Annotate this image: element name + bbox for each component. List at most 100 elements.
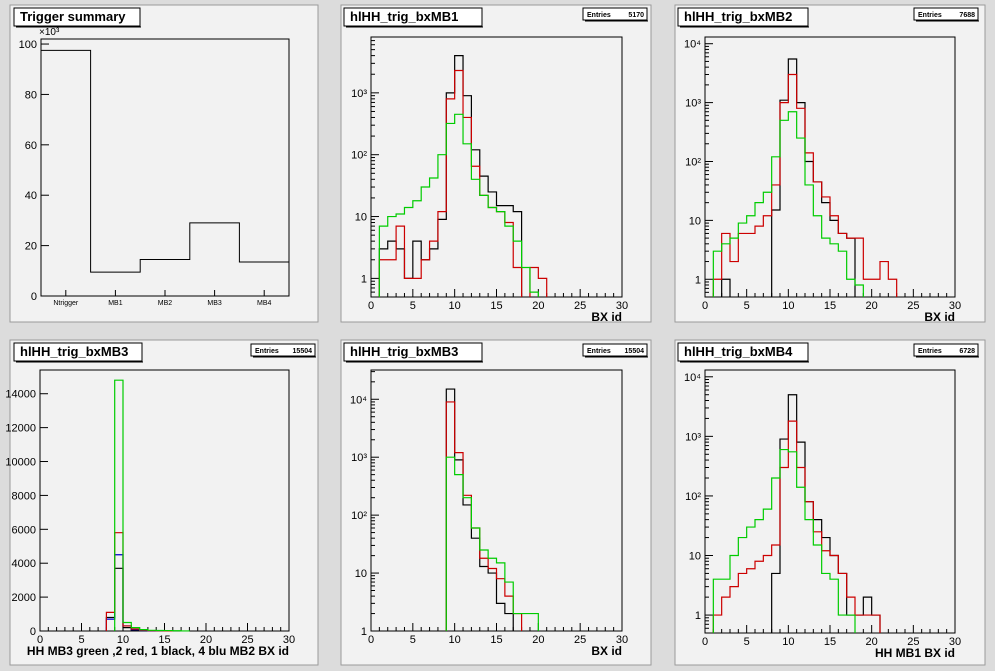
stats-label: Entries: [587, 348, 611, 355]
stats-value: 15504: [625, 348, 645, 355]
stats-box: [250, 343, 316, 357]
y-tick-label: 100: [19, 39, 37, 51]
plot-title: hlHH_trig_bxMB1: [350, 9, 458, 24]
x-tick-label: 15: [490, 300, 502, 312]
plot-title: Trigger summary: [20, 9, 126, 24]
y-tick-label: 10⁴: [684, 372, 701, 384]
x-tick-label: 5: [78, 634, 84, 646]
y-tick-label: 2000: [12, 592, 36, 604]
y-tick-label: 10³: [685, 431, 701, 443]
y-tick-label: 12000: [5, 423, 36, 435]
stats-label: Entries: [255, 348, 279, 355]
x-axis-label: BX id: [591, 310, 622, 324]
stats-value: 5170: [628, 12, 644, 19]
x-tick-label: 20: [866, 636, 878, 648]
y-tick-label: 0: [30, 626, 36, 638]
y-tick-label: 10²: [685, 491, 701, 503]
pad-summary: 0 20 40 60 80 100×10³ Ntrigger MB1 MB2 MB3 MB4 Trig…: [9, 4, 319, 323]
x-tick-label: 15: [824, 636, 836, 648]
y-tick-label: 10⁴: [350, 394, 367, 406]
y-tick-label: 10: [689, 550, 701, 562]
y-tick-label: 60: [25, 140, 37, 152]
x-tick-label: 0: [702, 300, 708, 312]
stats-box: [582, 343, 648, 357]
x-tick-label: 10: [449, 634, 461, 646]
stats-label: Entries: [587, 12, 611, 19]
y-tick-label: 80: [25, 89, 37, 101]
x-tick-label: 25: [241, 634, 253, 646]
x-tick-label: 30: [616, 300, 628, 312]
x-tick-label: 25: [574, 300, 586, 312]
x-axis-label: BX id: [924, 310, 955, 324]
x-tick-label: 30: [949, 636, 961, 648]
x-tick-label: MB1: [108, 300, 123, 307]
stats-box: [582, 7, 648, 21]
stats-box: [913, 7, 979, 21]
plot-area: [704, 369, 956, 634]
plot-title: hlHH_trig_bxMB4: [684, 344, 793, 359]
x-tick-label: 20: [866, 300, 878, 312]
x-tick-label: 0: [368, 300, 374, 312]
x-tick-label: Ntrigger: [53, 300, 79, 307]
stats-value: 7688: [959, 12, 975, 19]
stats-label: Entries: [918, 12, 942, 19]
title-box: [13, 342, 143, 362]
y-tick-label: 10³: [685, 98, 701, 110]
x-tick-label: 5: [744, 636, 750, 648]
x-tick-label: 10: [449, 300, 461, 312]
x-tick-label: 10: [782, 636, 794, 648]
x-tick-label: 25: [907, 636, 919, 648]
y-tick-label: 1: [361, 273, 367, 285]
series-green: [712, 111, 864, 297]
stats-box: [913, 343, 979, 357]
x-tick-label: 5: [410, 634, 416, 646]
pad-mb3lin: 0 2000 4000 6000 8000 10000 12000 14000 0 5 10 15 20…: [5, 339, 319, 666]
x-tick-label: 15: [490, 634, 502, 646]
y-tick-label: 8000: [12, 490, 36, 502]
y-tick-label: 20: [25, 241, 37, 253]
stats-value: 15504: [293, 348, 313, 355]
y-tick-label: 0: [31, 291, 37, 303]
x-axis-label: HH MB3 green ,2 red, 1 black, 4 blu MB2 …: [27, 644, 289, 658]
stats-value: 6728: [959, 348, 975, 355]
x-tick-label: 10: [117, 634, 129, 646]
x-axis-label: HH MB1 BX id: [875, 646, 955, 660]
y-tick-label: 10: [355, 212, 367, 224]
x-tick-label: 5: [410, 300, 416, 312]
plot-title: hlHH_trig_bxMB3: [350, 344, 458, 359]
series-black: [378, 55, 523, 297]
y-tick-label: 10³: [351, 88, 367, 100]
x-tick-label: 0: [368, 634, 374, 646]
y-tick-label: 1: [361, 626, 367, 638]
y-exponent: ×10³: [39, 27, 60, 38]
x-tick-label: 20: [200, 634, 212, 646]
x-tick-label: 20: [532, 634, 544, 646]
x-tick-label: 10: [782, 300, 794, 312]
title-box: [677, 7, 809, 27]
x-tick-label: 15: [158, 634, 170, 646]
x-tick-label: 30: [283, 634, 295, 646]
series-green: [712, 448, 856, 633]
y-tick-label: 10²: [685, 156, 701, 168]
x-tick-label: 25: [907, 300, 919, 312]
x-tick-label: 5: [744, 300, 750, 312]
title-box: [343, 7, 483, 27]
histogram-bars: [40, 49, 290, 296]
y-tick-label: 14000: [5, 389, 36, 401]
stats-label: Entries: [918, 348, 942, 355]
plot-area: [704, 36, 956, 298]
plot-area: [370, 36, 623, 298]
y-tick-label: 1: [695, 610, 701, 622]
y-tick-label: 4000: [12, 558, 36, 570]
x-tick-label: 25: [574, 634, 586, 646]
x-tick-label: 15: [824, 300, 836, 312]
series-green: [114, 379, 190, 632]
series-green: [445, 456, 539, 631]
series-green: [378, 113, 539, 297]
series-red: [445, 401, 523, 631]
x-tick-label: 30: [949, 300, 961, 312]
plot-area: [39, 369, 290, 632]
